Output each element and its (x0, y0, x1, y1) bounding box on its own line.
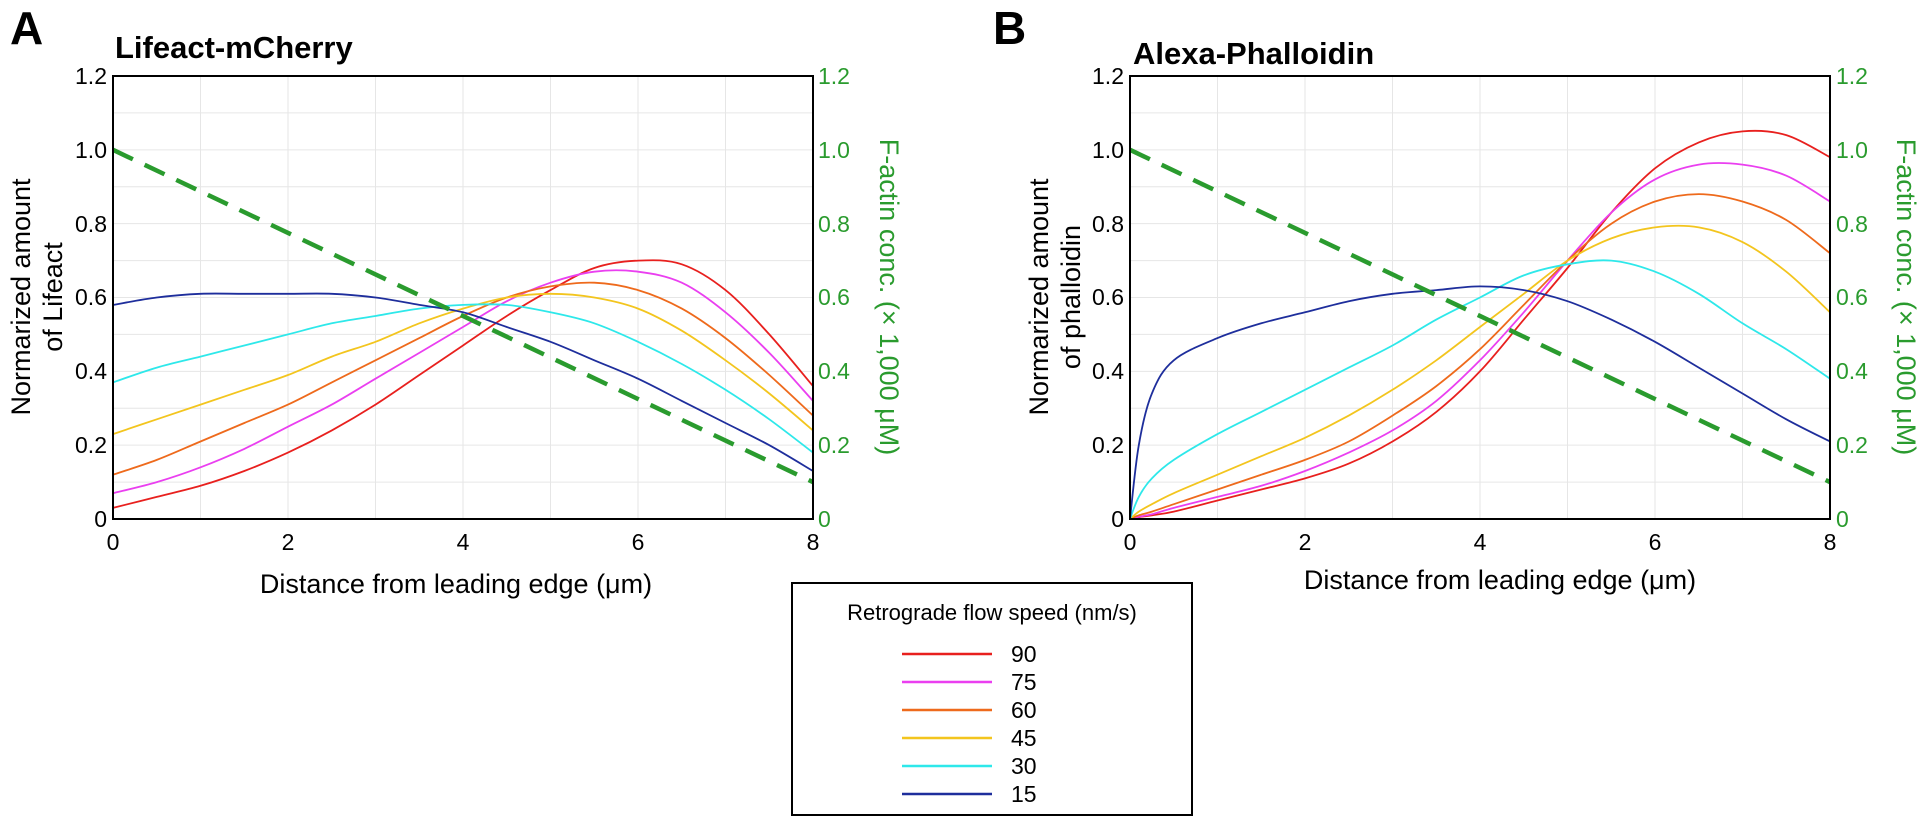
panel-a-xtick: 0 (107, 529, 120, 555)
panel-b-y2tick: 0.4 (1836, 358, 1868, 384)
panel-b-xtick: 6 (1649, 529, 1662, 555)
panel-b-y2tick: 0.2 (1836, 432, 1868, 458)
series-line-15 (1129, 285, 1831, 520)
panel-a-y2tick: 1.2 (818, 63, 850, 89)
panel-b-ylabel-line1: Normarized amount (1024, 178, 1054, 416)
legend-label: 90 (1011, 641, 1037, 667)
panel-b-ytick: 1.0 (1092, 137, 1124, 163)
panel-b-y2tick: 1.0 (1836, 137, 1868, 163)
legend-title: Retrograde flow speed (nm/s) (847, 600, 1137, 625)
panel-b-xtick: 0 (1124, 529, 1137, 555)
series-line-90 (112, 259, 814, 509)
panel-b-ytick: 0.6 (1092, 284, 1124, 310)
panel-b-y2tick: 1.2 (1836, 63, 1868, 89)
legend: Retrograde flow speed (nm/s) 90 75 60 45… (791, 582, 1193, 816)
panel-b-grid (1130, 76, 1830, 519)
series-line-60 (1129, 193, 1831, 520)
panel-a-xtick: 4 (457, 529, 470, 555)
series-line-45 (112, 292, 814, 435)
panel-b-xlabel: Distance from leading edge (μm) (1304, 565, 1696, 595)
panel-b-y2tick: 0 (1836, 506, 1849, 532)
panel-a-plot-frame (112, 75, 814, 520)
panel-a-ytick: 0.4 (75, 358, 107, 384)
panel-b-plot-frame (1129, 75, 1831, 520)
panel-a-title: Lifeact-mCherry (115, 30, 353, 65)
panel-b-xtick: 4 (1474, 529, 1487, 555)
legend-label: 60 (1011, 697, 1037, 723)
panel-a-grid (113, 76, 813, 519)
panel-a-xlabel: Distance from leading edge (μm) (260, 569, 652, 599)
panel-b-y2tick: 0.6 (1836, 284, 1868, 310)
panel-a-ytick: 1.0 (75, 137, 107, 163)
series-line-30 (112, 303, 814, 454)
legend-label: 30 (1011, 753, 1037, 779)
panel-b-title: Alexa-Phalloidin (1133, 36, 1374, 71)
panel-a-ylabel-line2: of Lifeact (38, 242, 68, 352)
panel-a-y2tick: 0.6 (818, 284, 850, 310)
panel-b: B Alexa-Phalloidin 0 0.2 0.4 0.6 0.8 1.0… (993, 2, 1920, 595)
series-line-30 (1129, 259, 1831, 520)
panel-b-xtick: 8 (1824, 529, 1837, 555)
panel-a-ylabel-line1: Normarized amount (6, 178, 36, 416)
panel-b-series (1129, 129, 1831, 520)
panel-a-ytick: 0.6 (75, 284, 107, 310)
panel-a-y2label: F-actin conc. (× 1,000 μM) (874, 139, 904, 455)
legend-label: 75 (1011, 669, 1037, 695)
series-line-90 (1129, 129, 1831, 520)
panel-b-ytick: 1.2 (1092, 63, 1124, 89)
panel-a-ytick: 1.2 (75, 63, 107, 89)
panel-a-xtick: 2 (282, 529, 295, 555)
panel-b-ytick: 0.2 (1092, 432, 1124, 458)
panel-a-y2tick: 0.8 (818, 211, 850, 237)
series-line-15 (112, 292, 814, 472)
series-line-75 (112, 269, 814, 495)
panel-b-y2label: F-actin conc. (× 1,000 μM) (1891, 139, 1920, 455)
legend-label: 45 (1011, 725, 1037, 751)
panel-b-letter: B (993, 2, 1026, 54)
panel-a: A Lifeact-mCherry 0 0.2 0.4 0.6 0.8 1.0 … (6, 2, 904, 599)
panel-b-y2tick: 0.8 (1836, 211, 1868, 237)
legend-label: 15 (1011, 781, 1037, 807)
panel-a-y2tick: 0.4 (818, 358, 850, 384)
panel-b-factin-line (1129, 147, 1831, 485)
panel-b-xtick: 2 (1299, 529, 1312, 555)
panel-b-ylabel-line2: of phalloidin (1056, 225, 1086, 369)
panel-a-letter: A (10, 2, 43, 54)
panel-b-ytick: 0.4 (1092, 358, 1124, 384)
panel-b-ytick: 0.8 (1092, 211, 1124, 237)
panel-a-xtick: 8 (807, 529, 820, 555)
panel-a-xtick: 6 (632, 529, 645, 555)
series-line-45 (1129, 224, 1831, 520)
series-line-75 (1129, 162, 1831, 520)
legend-box (791, 582, 1193, 816)
panel-a-ytick: 0.8 (75, 211, 107, 237)
panel-b-ytick: 0 (1111, 506, 1124, 532)
panel-a-ytick: 0.2 (75, 432, 107, 458)
panel-a-y2tick: 0 (818, 506, 831, 532)
panel-a-factin-line (112, 147, 814, 485)
panel-a-ytick: 0 (94, 506, 107, 532)
panel-a-y2tick: 0.2 (818, 432, 850, 458)
panel-a-y2tick: 1.0 (818, 137, 850, 163)
